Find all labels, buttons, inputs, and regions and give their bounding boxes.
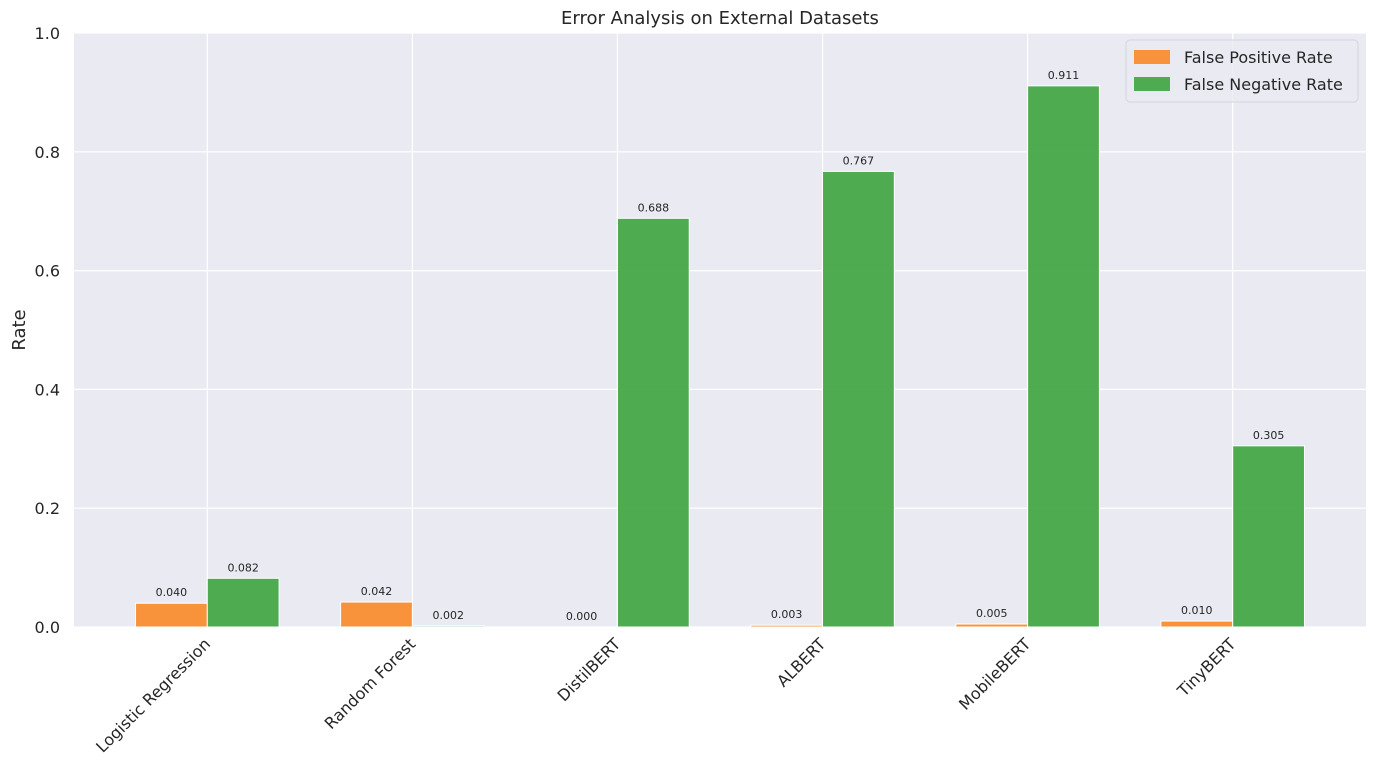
data-label: 0.003	[771, 608, 803, 621]
bar	[206, 577, 280, 628]
data-label: 0.911	[1048, 69, 1080, 82]
legend-label: False Negative Rate	[1184, 75, 1343, 94]
data-label: 0.010	[1181, 604, 1213, 617]
bar	[1160, 620, 1234, 628]
bar	[955, 623, 1029, 628]
y-axis-ticks: 0.0 0.2 0.4 0.6 0.8 1.0	[35, 24, 60, 637]
x-tick-label: MobileBERT	[955, 634, 1035, 714]
y-tick-label: 0.6	[35, 262, 60, 281]
bar	[1232, 445, 1305, 628]
legend-swatch	[1134, 50, 1170, 64]
x-axis-ticks: Logistic Regression Random Forest DistilBE…	[92, 634, 1240, 756]
bar	[616, 217, 690, 628]
y-tick-label: 0.0	[35, 618, 60, 637]
legend-label: False Positive Rate	[1184, 48, 1333, 67]
data-labels: 0.040 0.042 0.000 0.003 0.005 0.010 0.082 0.002…	[156, 69, 1285, 623]
legend-box	[1125, 39, 1359, 103]
data-label: 0.042	[361, 585, 393, 598]
bar	[411, 625, 485, 628]
data-label: 0.767	[843, 154, 875, 167]
bar	[340, 601, 413, 628]
data-label: 0.000	[566, 610, 598, 623]
x-tick-label: ALBERT	[773, 634, 829, 690]
legend: False Positive Rate False Negative Rate	[1125, 39, 1359, 103]
bars	[135, 85, 1305, 628]
bar	[750, 624, 824, 628]
bar	[1027, 85, 1100, 628]
data-label: 0.040	[156, 586, 188, 599]
data-label: 0.002	[433, 609, 465, 622]
x-tick-label: Random Forest	[321, 634, 420, 733]
chart-title: Error Analysis on External Datasets	[561, 8, 879, 29]
y-axis-label: Rate	[9, 309, 30, 350]
data-label: 0.005	[976, 607, 1008, 620]
data-label: 0.688	[638, 201, 670, 214]
data-label: 0.305	[1253, 429, 1285, 442]
bar	[135, 602, 208, 628]
legend-swatch	[1134, 77, 1170, 91]
x-tick-label: Logistic Regression	[92, 634, 214, 756]
y-tick-label: 0.4	[35, 380, 60, 399]
y-tick-label: 0.8	[35, 143, 60, 162]
bar	[822, 170, 895, 628]
x-tick-label: TinyBERT	[1173, 634, 1240, 701]
data-label: 0.082	[227, 561, 259, 574]
plot-area	[74, 33, 1366, 627]
y-tick-label: 1.0	[35, 24, 60, 43]
x-tick-label: DistilBERT	[554, 634, 625, 705]
y-tick-label: 0.2	[35, 499, 60, 518]
